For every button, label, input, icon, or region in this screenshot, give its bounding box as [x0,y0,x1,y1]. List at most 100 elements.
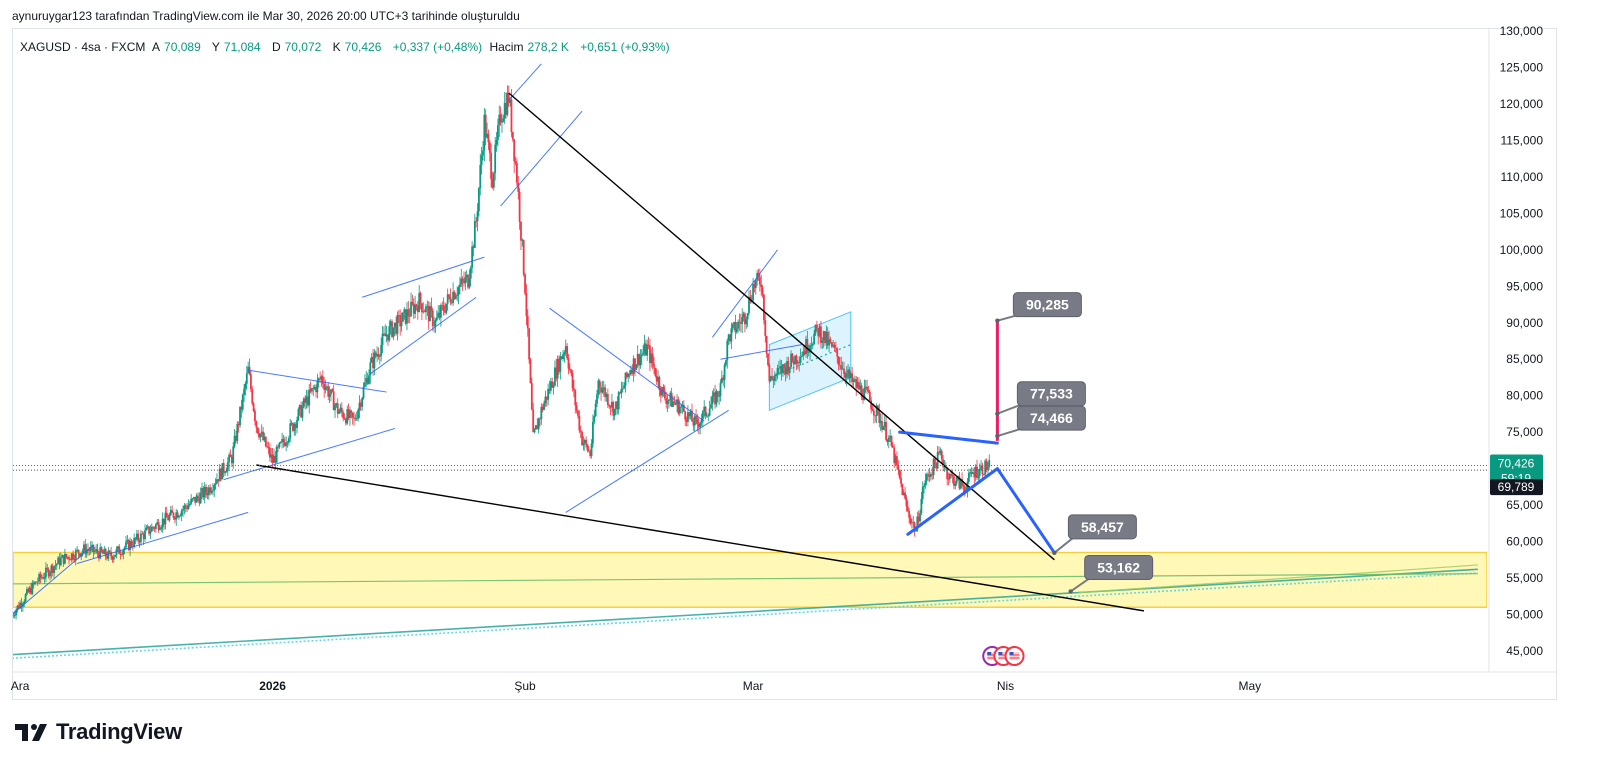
candle-body [106,556,108,559]
candle-body [543,403,545,410]
candle-body [555,367,558,379]
candle-body [802,351,805,356]
candle-body [786,361,788,375]
candle-body [597,380,600,395]
candle-body [929,474,932,477]
candle-body [435,317,438,321]
candle-body [270,454,273,458]
candle-body [74,550,77,560]
callout-box [1084,554,1154,580]
brand-footer[interactable]: TradingView [14,719,182,745]
candle-body [256,427,259,434]
candle-body [775,374,778,377]
candle-body [57,557,60,564]
candle-body [634,358,636,370]
legend-symbol[interactable]: XAGUSD · 4sa · FXCM [20,40,146,54]
candle-body [471,246,474,268]
candle-body [548,388,551,391]
candle-body [874,415,877,417]
candle-body [663,391,666,399]
candle-body [818,326,821,337]
pattern-channel-line [77,511,249,564]
candle-body [779,366,782,368]
time-tick-label: Nis [997,679,1014,693]
candle-body [17,605,20,609]
candle-body [387,334,389,341]
candle-body [768,364,771,382]
candle-body [910,522,913,524]
candle-body [811,344,814,346]
candle-body [715,391,718,405]
candle-body [624,372,627,386]
candle-body [844,373,847,378]
chart-frame [12,28,1557,700]
candle-body [152,526,155,528]
candle-body [197,495,199,498]
candle-body [39,574,42,579]
candle-body [946,467,949,479]
candle-body [324,387,327,390]
candle-body [404,309,407,324]
candle-body [680,406,683,408]
candle-body [220,468,222,480]
candle-body [760,284,763,288]
callout-label: 58,457 [1081,519,1124,535]
candle-body [68,556,70,560]
callout-pointer [1053,536,1076,554]
candle-body [100,547,103,552]
candle-body [384,333,387,337]
candle-body [96,549,99,554]
candle-body [127,540,130,551]
candle-body [426,305,429,307]
candle-body [164,512,167,525]
candle-body [339,407,342,412]
wedge-trendline [508,92,1055,561]
pattern-triangle-line [549,307,705,422]
callout-label: 77,533 [1030,386,1073,402]
candle-body [817,328,820,337]
candle-body [585,439,588,445]
candle-body [708,408,711,416]
candle-body [792,361,795,365]
candle-body [697,423,700,428]
candle-body [298,405,301,410]
candle-body [218,468,221,482]
pattern-triangle-line [223,428,395,481]
price-tick-label: 110,000 [1501,170,1544,184]
candle-body [612,401,615,416]
candle-body [487,133,490,143]
legend-volume-change: +0,651 (+0,93%) [580,40,670,54]
time-tick-label: Şub [514,679,536,693]
candle-body [948,474,951,480]
pattern-channel-line [500,110,583,207]
candle-body [163,518,165,525]
candle-body [285,442,288,446]
candle-body [860,385,863,398]
support-line [13,573,1478,585]
candle-body [970,472,973,475]
candle-body [315,386,317,393]
candle-body [973,472,976,478]
candle-body [796,362,799,364]
candle-body [325,386,328,388]
candle-body [13,614,15,616]
candle-body [359,402,362,407]
candle-body [172,512,175,518]
candle-body [528,328,531,360]
candle-body [741,317,744,324]
candle-body [731,324,734,329]
candle-body [323,383,326,390]
candle-body [449,296,452,303]
candle-body [320,376,323,380]
candle-body [16,605,19,611]
candle-body [848,369,851,378]
candle-body [619,392,621,394]
candle-body [699,422,702,428]
candle-body [924,480,927,486]
candle-body [674,403,677,405]
candle-body [376,354,379,357]
candle-body [974,466,977,478]
candle-body [579,430,582,432]
callout-box [1016,405,1086,431]
